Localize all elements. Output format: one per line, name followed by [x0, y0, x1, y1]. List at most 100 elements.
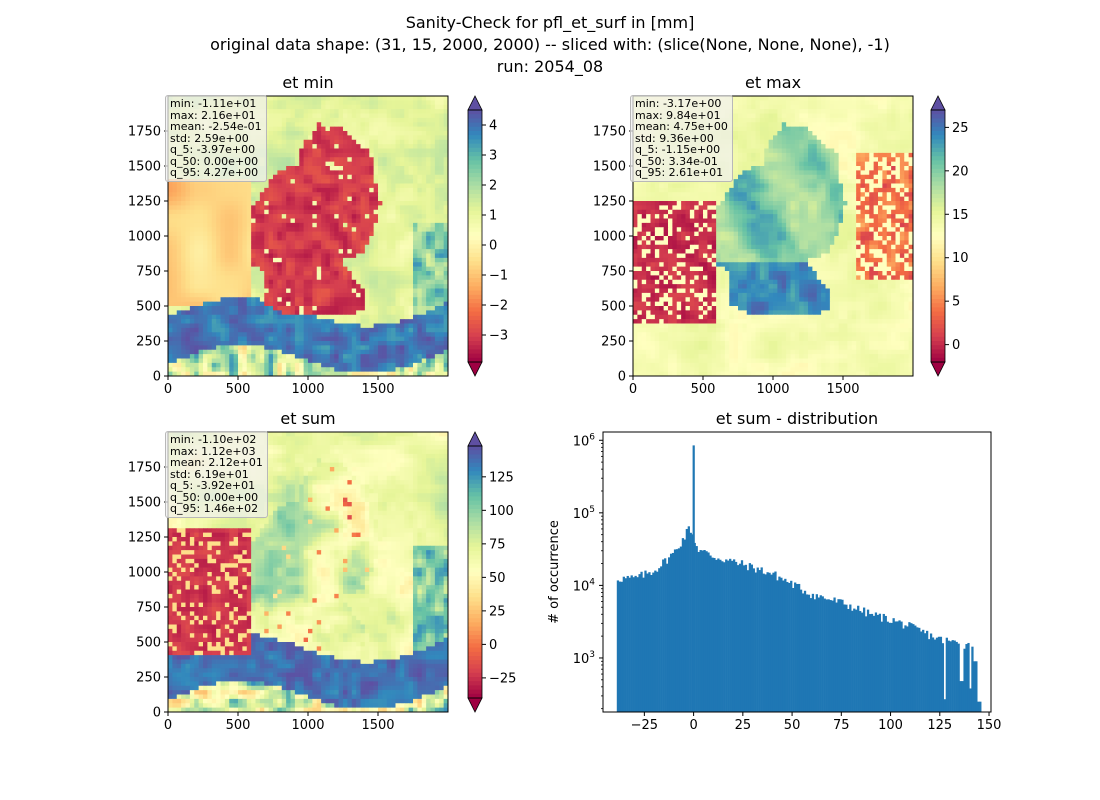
heatmap-cell: [746, 126, 752, 132]
heatmap-cell: [869, 144, 874, 149]
heatmap-cell: [391, 170, 396, 176]
heatmap-cell: [185, 187, 191, 193]
heatmap-cell: [251, 284, 256, 289]
heatmap-cell: [426, 214, 431, 219]
heatmap-cell: [273, 332, 278, 337]
heatmap-cell: [273, 275, 278, 281]
heatmap-cell: [255, 214, 261, 219]
heatmap-cell: [216, 349, 221, 355]
heatmap-cell: [255, 345, 261, 351]
heatmap-cell: [303, 152, 309, 158]
heatmap-cell: [742, 117, 748, 123]
heatmap-cell: [338, 271, 344, 276]
heatmap-cell: [277, 345, 283, 351]
heatmap-cell: [426, 236, 431, 241]
heatmap-cell: [391, 183, 396, 189]
heatmap-cell: [904, 100, 909, 106]
heatmap-cell: [308, 345, 313, 351]
heatmap-cell: [391, 227, 396, 232]
heatmap-cell: [834, 109, 839, 114]
heatmap-cell: [443, 144, 449, 149]
heatmap-cell: [356, 96, 361, 101]
heatmap-cell: [408, 354, 414, 359]
heatmap-cell: [421, 301, 427, 307]
heatmap-cell: [238, 319, 243, 324]
heatmap-cell: [391, 288, 396, 294]
heatmap-cell: [198, 205, 204, 211]
heatmap-cell: [303, 297, 309, 302]
heatmap-cell: [430, 166, 436, 171]
heatmap-cell: [399, 301, 405, 307]
heatmap-cell: [277, 358, 283, 364]
heatmap-cell: [168, 257, 173, 263]
heatmap-cell: [325, 341, 331, 346]
heatmap-cell: [364, 170, 370, 176]
heatmap-cell: [338, 152, 344, 158]
heatmap-cell: [264, 266, 269, 272]
heatmap-cell: [382, 253, 388, 259]
heatmap-cell: [421, 157, 427, 162]
heatmap-cell: [242, 227, 248, 232]
heatmap-cell: [360, 170, 366, 176]
heatmap-cell: [434, 205, 440, 211]
heatmap-cell: [378, 236, 383, 241]
heatmap-cell: [843, 144, 848, 149]
heatmap-cell: [439, 174, 444, 180]
heatmap-cell: [777, 144, 783, 149]
heatmap-cell: [176, 297, 182, 302]
heatmap-cell: [325, 332, 331, 337]
heatmap-cell: [386, 266, 392, 272]
heatmap-cell: [308, 371, 313, 377]
heatmap-cell: [238, 214, 243, 219]
heatmap-cell: [399, 179, 405, 184]
heatmap-cell: [277, 279, 283, 285]
heatmap-cell: [242, 297, 248, 302]
heatmap-cell: [382, 301, 388, 307]
y-tick-label: 250: [136, 335, 161, 350]
heatmap-cell: [229, 192, 234, 197]
heatmap-cell: [316, 179, 322, 184]
heatmap-cell: [351, 257, 357, 263]
colorbar-segment: [468, 173, 482, 178]
heatmap-cell: [277, 284, 283, 289]
heatmap-cell: [439, 157, 444, 162]
heatmap-cell: [430, 244, 436, 250]
heatmap-cell: [277, 266, 283, 272]
heatmap-cell: [364, 262, 370, 267]
heatmap-cell: [790, 96, 796, 101]
heatmap-cell: [895, 100, 901, 106]
heatmap-cell: [347, 122, 353, 127]
heatmap-cell: [351, 275, 357, 281]
heatmap-cell: [773, 100, 778, 106]
heatmap-cell: [360, 117, 366, 123]
heatmap-cell: [413, 345, 418, 351]
heatmap-cell: [299, 148, 304, 154]
heatmap-cell: [351, 341, 357, 346]
heatmap-cell: [426, 240, 431, 246]
heatmap-cell: [242, 292, 248, 298]
heatmap-cell: [281, 266, 287, 272]
heatmap-cell: [426, 122, 431, 127]
heatmap-cell: [303, 117, 309, 123]
heatmap-cell: [421, 257, 427, 263]
heatmap-cell: [220, 253, 226, 259]
heatmap-cell: [207, 301, 213, 307]
heatmap-cell: [426, 179, 431, 184]
heatmap-cell: [290, 104, 296, 110]
heatmap-cell: [207, 358, 213, 364]
heatmap-cell: [198, 345, 204, 351]
heatmap-cell: [434, 345, 440, 351]
heatmap-cell: [386, 244, 392, 250]
heatmap-cell: [308, 262, 313, 267]
heatmap-cell: [443, 345, 449, 351]
colorbar-segment: [468, 139, 482, 144]
heatmap-cell: [430, 104, 436, 110]
heatmap-cell: [364, 327, 370, 333]
heatmap-cell: [395, 297, 401, 302]
heatmap-cell: [286, 135, 291, 141]
heatmap-cell: [246, 271, 252, 276]
heatmap-cell: [439, 371, 444, 377]
heatmap-cell: [404, 231, 409, 237]
heatmap-cell: [268, 244, 274, 250]
colorbar-segment: [468, 160, 482, 165]
